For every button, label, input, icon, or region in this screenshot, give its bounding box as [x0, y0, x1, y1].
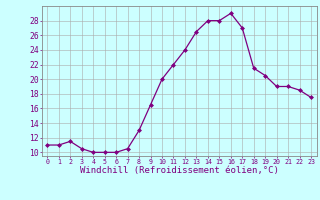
X-axis label: Windchill (Refroidissement éolien,°C): Windchill (Refroidissement éolien,°C): [80, 166, 279, 175]
